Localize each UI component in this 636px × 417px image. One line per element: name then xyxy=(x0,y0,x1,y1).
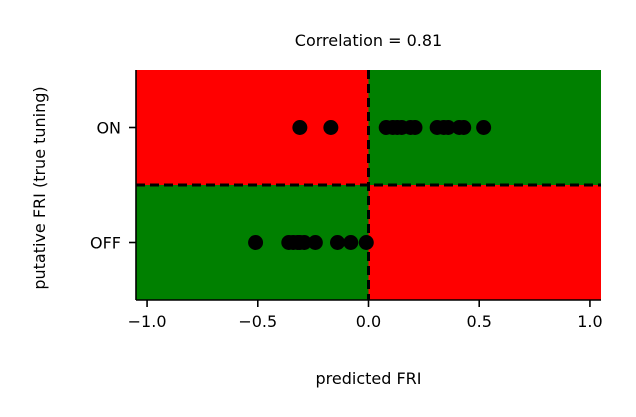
data-point-off xyxy=(330,235,345,250)
quadrant-bottom-right xyxy=(368,185,601,300)
divider-lines xyxy=(136,70,601,300)
data-point-on xyxy=(292,120,308,135)
data-point-off xyxy=(343,235,359,250)
y-axis-label: putative FRI (true tuning) xyxy=(30,86,49,289)
y-tick-label: OFF xyxy=(90,234,121,253)
data-point-off xyxy=(248,235,264,250)
chart-title: Correlation = 0.81 xyxy=(295,31,442,50)
x-tick-label: 0.0 xyxy=(356,312,381,331)
x-tick-label: 1.0 xyxy=(577,312,602,331)
data-point-on xyxy=(407,120,423,135)
data-point-on xyxy=(476,120,492,135)
data-points xyxy=(248,120,492,250)
data-point-off xyxy=(358,235,374,250)
data-point-on xyxy=(456,120,472,135)
data-point-on xyxy=(440,120,456,135)
x-tick-label: −0.5 xyxy=(238,312,277,331)
x-tick-label: −1.0 xyxy=(128,312,167,331)
data-point-off xyxy=(296,235,312,250)
x-axis-label: predicted FRI xyxy=(315,369,421,388)
data-point-on xyxy=(323,120,339,135)
y-tick-label: ON xyxy=(96,119,121,138)
axes: −1.0 −0.5 0.0 0.5 1.0 OFF ON xyxy=(90,70,603,331)
x-tick-label: 0.5 xyxy=(466,312,491,331)
data-point-off xyxy=(307,235,323,250)
